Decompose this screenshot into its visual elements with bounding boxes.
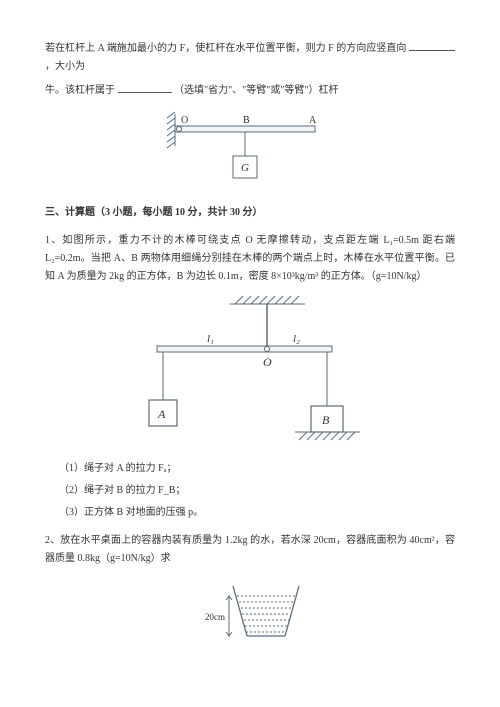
figure-container: 20cm [65,578,455,648]
q2-text: 2、放在水平桌面上的容器内装有质量为 1.2kg 的水，若水深 20cm，容器底… [45,532,455,568]
figure-lever-oba: O B A G [45,110,455,190]
svg-text:B: B [322,413,330,427]
q1-sub1: （1）绳子对 A 的拉力 Fₐ； [59,460,455,478]
figure-balance-ab: l₁ l₂ O A B [45,296,455,446]
q1-text: 1、如图所示，重力不计的木棒可绕支点 O 无摩擦转动，支点距左端 L₁=0.5m… [45,232,455,286]
svg-text:O: O [263,355,272,369]
svg-text:G: G [241,162,249,174]
blank-type [118,83,172,93]
svg-text:B: B [243,115,250,126]
intro-paragraph-2: 牛。该杠杆属于 （选填"省力"、"等臂"或"等臂"）杠杆 [45,82,455,100]
intro-text-2a: 牛。该杠杆属于 [45,85,115,96]
q1-sub2: （2）绳子对 B 的拉力 F_B； [59,482,455,500]
q1-sub3: （3）正方体 B 对地面的压强 p。 [59,504,455,522]
svg-text:A: A [309,115,317,126]
svg-text:l₁: l₁ [207,333,214,345]
intro-paragraph: 若在杠杆上 A 端施加最小的力 F，使杠杆在水平位置平衡，则力 F 的方向应竖直… [45,40,455,76]
intro-text-1a: 若在杠杆上 A 端施加最小的力 F，使杠杆在水平位置平衡，则力 F 的方向应竖直… [45,43,406,54]
intro-text-1b: ，大小为 [45,61,85,72]
svg-text:A: A [157,407,166,421]
blank-direction [409,41,455,51]
intro-text-2b: （选填"省力"、"等臂"或"等臂"）杠杆 [174,85,339,96]
section-3-heading: 三、计算题（3 小题，每小题 10 分，共计 30 分） [45,204,455,222]
svg-text:l₂: l₂ [293,333,300,345]
svg-text:20cm: 20cm [205,612,225,622]
svg-text:O: O [181,115,188,126]
